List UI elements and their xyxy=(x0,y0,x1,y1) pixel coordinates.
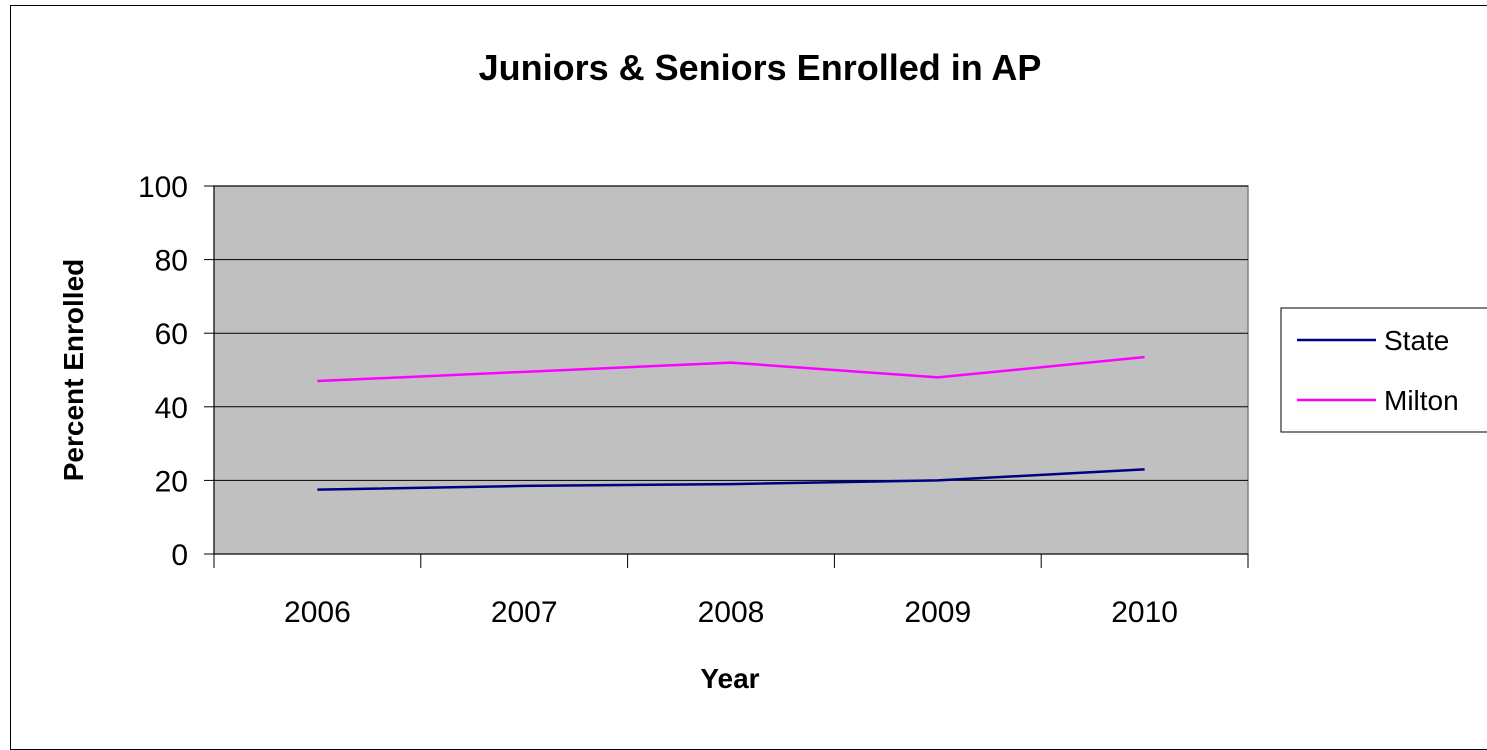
gridlines xyxy=(214,185,1248,481)
series-layer xyxy=(317,355,1145,491)
plot-area xyxy=(213,185,1249,555)
legend-label-milton: Milton xyxy=(1384,385,1459,416)
y-axis-title: Percent Enrolled xyxy=(58,259,89,482)
x-axis: 2006 2007 2008 2009 2010 xyxy=(213,553,1249,629)
x-tick-label: 2010 xyxy=(1111,596,1178,629)
y-tick-label: 0 xyxy=(171,539,188,572)
series-line-milton xyxy=(317,355,1145,383)
x-tick-label: 2009 xyxy=(904,596,971,629)
chart-title: Juniors & Seniors Enrolled in AP xyxy=(479,47,1042,88)
x-tick-label: 2007 xyxy=(491,596,558,629)
y-tick-label: 80 xyxy=(155,245,188,278)
y-tick-label: 20 xyxy=(155,465,188,498)
legend-box xyxy=(1280,307,1487,433)
x-axis-title: Year xyxy=(700,663,759,694)
series-line-state xyxy=(317,468,1145,491)
legend-label-state: State xyxy=(1384,325,1449,356)
y-axis: 0 20 40 60 80 100 xyxy=(138,171,215,572)
y-tick-label: 60 xyxy=(155,318,188,351)
y-tick-label: 100 xyxy=(138,171,188,204)
x-tick-label: 2006 xyxy=(284,596,351,629)
x-tick-label: 2008 xyxy=(698,596,765,629)
y-tick-label: 40 xyxy=(155,392,188,425)
legend: State Milton xyxy=(1280,307,1487,433)
